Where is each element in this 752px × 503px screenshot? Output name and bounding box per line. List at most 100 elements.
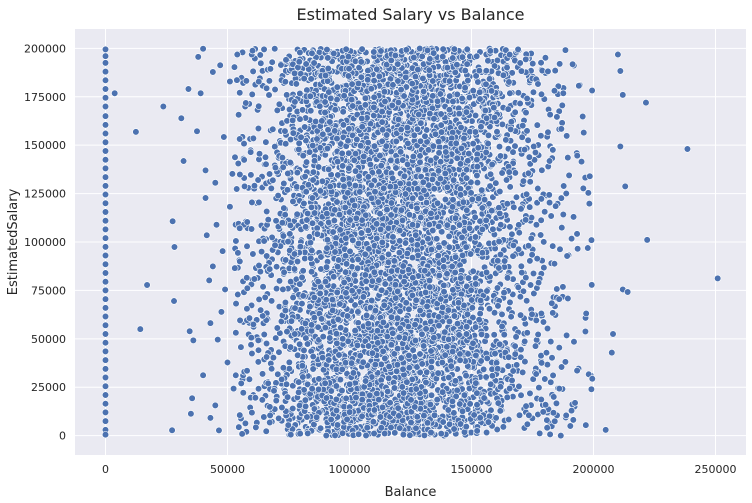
data-point-4835: [380, 88, 389, 96]
data-point-2983: [433, 396, 441, 404]
data-point-4730: [403, 249, 411, 258]
data-point-3875: [483, 287, 491, 295]
data-point-4961: [355, 172, 363, 180]
data-point-562: [261, 153, 270, 161]
data-point-3570: [545, 191, 553, 199]
data-point-4901: [502, 136, 510, 144]
data-point-3941: [458, 251, 467, 260]
data-point-4121: [293, 257, 302, 266]
data-point-4764: [394, 345, 402, 353]
data-point-4240: [503, 393, 511, 401]
data-point-859: [265, 170, 274, 178]
data-point-4825: [306, 238, 315, 247]
data-point-3175: [502, 176, 511, 184]
data-point-1109: [285, 358, 293, 366]
data-point-4959: [370, 429, 378, 438]
data-point-3651: [588, 281, 596, 289]
data-point-4909: [262, 339, 271, 348]
data-point-1885: [521, 358, 529, 366]
data-point-4651: [455, 110, 463, 118]
data-point-4238: [475, 67, 483, 75]
data-point-4370: [487, 380, 495, 388]
data-point-2920: [310, 157, 319, 165]
data-point-1003: [512, 193, 521, 201]
data-point-4176: [490, 113, 499, 122]
data-point-3978: [262, 160, 270, 168]
data-point-3928: [284, 421, 292, 429]
data-point-4243: [333, 83, 341, 91]
data-point-4917: [433, 235, 441, 243]
data-point-3027: [234, 249, 242, 257]
data-point-4142: [307, 107, 315, 115]
data-point-4516: [375, 276, 383, 284]
data-point-4712: [461, 67, 469, 75]
data-point-4750: [478, 225, 486, 233]
data-point-4555: [416, 44, 424, 53]
data-point-4741: [463, 60, 471, 68]
data-point-4215: [308, 246, 316, 255]
data-point-4864: [455, 221, 464, 229]
data-points: [101, 44, 722, 440]
data-point-4558: [344, 189, 352, 197]
data-point-2763: [511, 169, 519, 177]
data-point-3003: [547, 378, 555, 386]
data-point-1302: [517, 262, 525, 270]
data-point-3854: [441, 328, 449, 336]
data-point-2407: [555, 344, 563, 352]
data-point-3555: [577, 158, 586, 166]
data-point-4044: [524, 136, 532, 144]
data-point-2681: [314, 385, 323, 393]
data-point-3078: [569, 416, 577, 424]
data-point-648: [511, 108, 519, 116]
data-point-4083: [466, 400, 474, 408]
data-point-4253: [377, 376, 385, 384]
data-point-1696: [511, 342, 519, 350]
data-point-635: [258, 370, 267, 378]
data-point-3990: [526, 203, 534, 211]
data-point-1358: [234, 290, 242, 299]
data-point-4874: [420, 431, 429, 439]
data-point-3562: [506, 89, 514, 97]
data-point-335: [268, 297, 276, 305]
data-point-3246: [258, 396, 266, 404]
data-point-1853: [247, 171, 255, 179]
data-point-1649: [537, 132, 545, 140]
data-point-2445: [573, 152, 581, 160]
data-point-4350: [416, 368, 424, 376]
data-point-3594: [557, 363, 566, 371]
data-point-1341: [545, 199, 554, 207]
data-point-1368: [517, 391, 525, 399]
data-point-2532: [261, 293, 269, 302]
data-point-3190: [514, 283, 522, 291]
data-point-3752: [445, 232, 453, 240]
data-point-3715: [445, 317, 454, 326]
data-point-4084: [266, 418, 274, 427]
data-point-252: [241, 419, 250, 428]
data-point-4110: [321, 108, 329, 117]
data-point-4028: [267, 184, 275, 192]
data-point-4326: [243, 305, 251, 313]
data-point-3851: [503, 274, 512, 282]
data-point-93: [530, 289, 538, 298]
data-point-3308: [550, 393, 558, 401]
data-point-3701: [478, 186, 486, 194]
data-point-4649: [482, 67, 490, 75]
data-point-1210: [268, 233, 276, 241]
data-point-1108: [536, 429, 544, 437]
data-point-2840: [255, 198, 263, 206]
data-point-4713: [290, 265, 299, 273]
data-point-4759: [419, 74, 427, 83]
data-point-3654: [514, 45, 522, 53]
data-point-3366: [537, 195, 545, 203]
data-point-2988: [587, 385, 595, 393]
data-point-4661: [331, 106, 339, 114]
data-point-4344: [394, 404, 402, 412]
data-point-4915: [327, 387, 335, 395]
data-point-4484: [247, 341, 255, 349]
data-point-4704: [430, 49, 438, 57]
data-point-4695: [384, 250, 393, 258]
data-point-883: [537, 216, 545, 224]
data-point-3217: [269, 353, 278, 362]
data-point-4673: [313, 135, 321, 143]
data-point-20: [275, 277, 284, 285]
